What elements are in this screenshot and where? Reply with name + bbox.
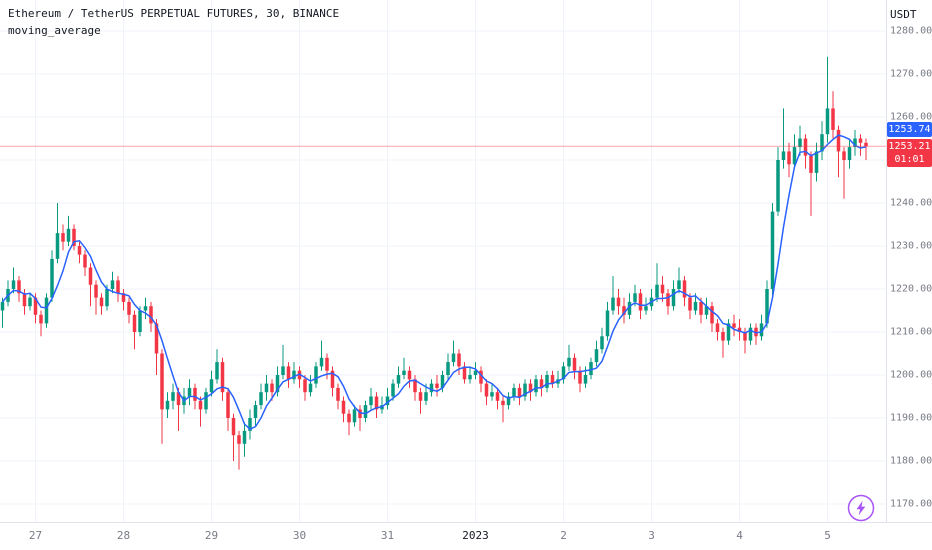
boost-button[interactable] [847,494,875,522]
time-tick-label: 4 [736,529,743,542]
lightning-icon [847,494,875,522]
time-tick-label: 2023 [462,529,489,542]
time-tick-label: 30 [292,529,307,542]
price-tick-label: 1270.00 [890,68,932,80]
price-tick-label: 1240.00 [890,197,932,209]
price-tick-label: 1170.00 [890,498,932,510]
price-tick-label: 1220.00 [890,283,932,295]
time-tick-label: 2 [560,529,567,542]
time-tick-label: 31 [380,529,395,542]
price-tick-label: 1230.00 [890,240,932,252]
price-axis-separator [886,0,887,522]
last-price-value: 1253.21 [888,141,931,153]
countdown-timer: 01:01 [894,154,925,166]
price-tick-label: 1190.00 [890,412,932,424]
ma-price-badge: 1253.74 [887,122,932,138]
price-tick-label: 1210.00 [890,326,932,338]
price-tick-label: 1280.00 [890,25,932,37]
price-tick-label: 1180.00 [890,455,932,467]
time-tick-label: 29 [204,529,219,542]
currency-label: USDT [890,8,917,21]
price-tick-label: 1200.00 [890,369,932,381]
time-axis-separator [0,522,932,523]
symbol-title[interactable]: Ethereum / TetherUS PERPETUAL FUTURES, 3… [8,7,340,20]
time-tick-label: 28 [116,529,131,542]
price-tick-label: 1260.00 [890,111,932,123]
ma-price-value: 1253.74 [888,124,931,136]
last-price-badge: 1253.21 01:01 [887,139,932,168]
indicator-label[interactable]: moving_average [8,24,101,37]
time-tick-label: 27 [28,529,43,542]
time-tick-label: 3 [648,529,655,542]
time-tick-label: 5 [824,529,831,542]
